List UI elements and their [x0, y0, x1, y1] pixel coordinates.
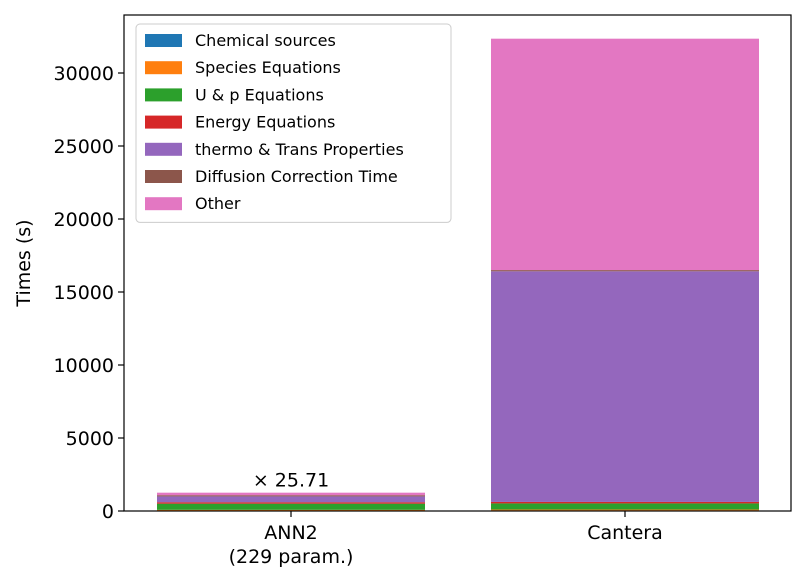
bars-group	[157, 38, 759, 511]
legend-label: Chemical sources	[195, 31, 336, 50]
legend-label: Energy Equations	[195, 113, 335, 132]
legend-label: Diffusion Correction Time	[195, 167, 398, 186]
bar-segment-2-3	[491, 503, 759, 510]
legend-swatch	[145, 115, 182, 129]
y-tick-label: 15000	[54, 282, 114, 304]
bar-segment-2-2	[491, 509, 759, 511]
y-axis-ticks: 0 5000 10000 15000 20000 25000 30000	[54, 63, 124, 523]
legend-swatch	[145, 197, 182, 211]
legend-label: U & p Equations	[195, 85, 324, 104]
bar-segment-1-6	[157, 495, 425, 497]
legend-swatch	[145, 170, 182, 183]
bar-annotation: × 25.71	[253, 470, 329, 492]
legend: Chemical sources Species Equations U & p E…	[135, 23, 452, 223]
plot-frame	[123, 14, 792, 512]
bar-segment-1-4	[157, 502, 425, 504]
legend-label: thermo & Trans Properties	[195, 140, 404, 159]
y-tick-label: 0	[102, 501, 114, 523]
legend-label: Species Equations	[195, 58, 341, 77]
y-tick-label: 5000	[66, 428, 114, 450]
y-tick-label: 25000	[54, 136, 114, 158]
x-tick-label: Cantera	[587, 522, 663, 544]
y-tick-label: 10000	[54, 355, 114, 377]
y-tick-label: 20000	[54, 209, 114, 231]
bar-segment-1-2	[157, 509, 425, 511]
bar-segment-2-6	[491, 270, 759, 272]
y-tick-label: 30000	[54, 63, 114, 85]
x-axis-ticks: ANN2 (229 param.) Cantera	[229, 511, 663, 568]
legend-swatch	[145, 61, 182, 75]
legend-swatch	[145, 34, 182, 47]
bar-segment-2-7	[491, 38, 759, 271]
legend-label: Other	[195, 194, 241, 213]
y-axis-label: Times (s)	[13, 219, 35, 307]
bar-segment-1-3	[157, 503, 425, 510]
bar-segment-2-5	[491, 271, 759, 502]
x-tick-label: ANN2 (229 param.)	[229, 522, 354, 568]
legend-swatch	[145, 142, 182, 156]
bar-segment-1-5	[157, 496, 425, 503]
legend-swatch	[145, 88, 182, 102]
bar-segment-2-4	[491, 501, 759, 504]
bar-segment-1-7	[157, 492, 425, 496]
annotations-group: × 25.71	[253, 470, 329, 492]
legend-box	[135, 23, 452, 223]
